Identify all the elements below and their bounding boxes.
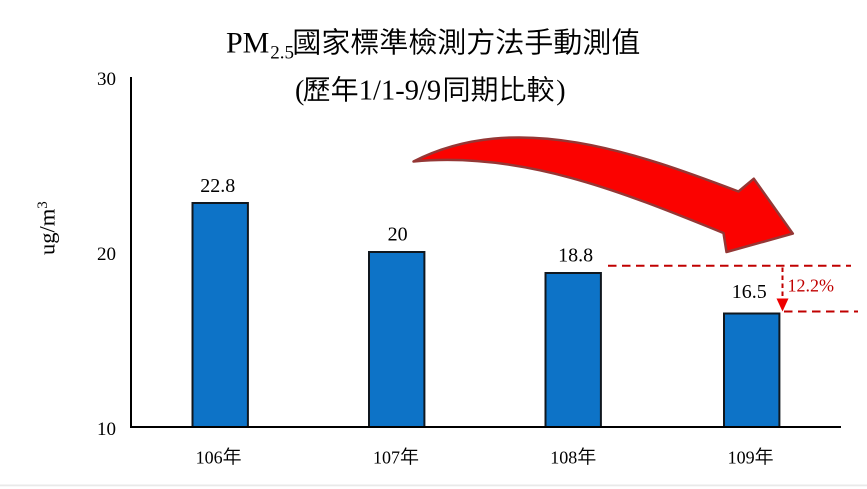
svg-text:10: 10 bbox=[97, 419, 116, 440]
svg-text:): ) bbox=[556, 76, 565, 107]
svg-text:108: 108 bbox=[550, 447, 577, 467]
svg-text:20: 20 bbox=[388, 223, 408, 245]
svg-text:(: ( bbox=[295, 76, 304, 107]
svg-text:109: 109 bbox=[728, 447, 755, 467]
svg-text:16.5: 16.5 bbox=[732, 281, 767, 303]
svg-text:PM: PM bbox=[226, 27, 269, 60]
svg-text:1/1-9/9: 1/1-9/9 bbox=[359, 76, 441, 107]
svg-text:107: 107 bbox=[373, 447, 400, 467]
svg-text:ug/m3: ug/m3 bbox=[35, 201, 60, 255]
svg-text:22.8: 22.8 bbox=[200, 175, 235, 197]
svg-text:20: 20 bbox=[97, 244, 116, 265]
svg-text:18.8: 18.8 bbox=[558, 245, 593, 267]
svg-text:106: 106 bbox=[196, 447, 223, 467]
svg-text:2.5: 2.5 bbox=[270, 42, 294, 63]
svg-text:12.2%: 12.2% bbox=[788, 276, 835, 296]
svg-text:30: 30 bbox=[97, 69, 116, 90]
